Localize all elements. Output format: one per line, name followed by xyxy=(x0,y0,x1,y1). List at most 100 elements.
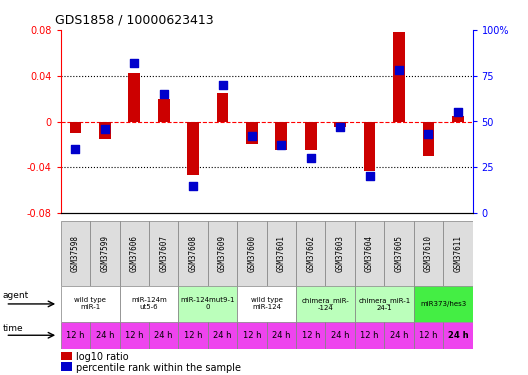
Bar xyxy=(149,220,178,286)
Text: GDS1858 / 10000623413: GDS1858 / 10000623413 xyxy=(55,13,214,26)
Text: GSM37598: GSM37598 xyxy=(71,235,80,272)
Point xyxy=(424,131,432,137)
Text: GSM37610: GSM37610 xyxy=(424,235,433,272)
Bar xyxy=(70,122,81,133)
Bar xyxy=(208,220,237,286)
Bar xyxy=(296,322,325,349)
Bar xyxy=(216,93,229,122)
Bar xyxy=(296,286,355,322)
Text: 24 h: 24 h xyxy=(390,331,408,340)
Bar xyxy=(355,220,384,286)
Bar xyxy=(158,99,169,122)
Text: 12 h: 12 h xyxy=(301,331,320,340)
Bar xyxy=(119,322,149,349)
Bar xyxy=(61,286,119,322)
Text: 12 h: 12 h xyxy=(125,331,144,340)
Point xyxy=(130,60,138,66)
Point xyxy=(307,155,315,161)
Text: GSM37606: GSM37606 xyxy=(130,235,139,272)
Bar xyxy=(149,322,178,349)
Text: GSM37609: GSM37609 xyxy=(218,235,227,272)
Bar xyxy=(355,286,414,322)
Text: miR-124mut9-1
0: miR-124mut9-1 0 xyxy=(181,297,235,310)
Bar xyxy=(422,122,435,156)
Bar xyxy=(296,220,325,286)
Point xyxy=(277,142,286,148)
Bar xyxy=(355,322,384,349)
Bar xyxy=(237,322,267,349)
Text: 24 h: 24 h xyxy=(213,331,232,340)
Text: time: time xyxy=(3,324,23,333)
Text: GSM37601: GSM37601 xyxy=(277,235,286,272)
Bar xyxy=(267,322,296,349)
Bar xyxy=(414,286,473,322)
Text: GSM37611: GSM37611 xyxy=(454,235,463,272)
Point xyxy=(189,183,197,189)
Text: miR-124m
ut5-6: miR-124m ut5-6 xyxy=(131,297,167,310)
Text: 12 h: 12 h xyxy=(360,331,379,340)
Text: GSM37603: GSM37603 xyxy=(336,235,345,272)
Point xyxy=(395,67,403,73)
Point xyxy=(454,110,462,116)
Bar xyxy=(178,322,208,349)
Text: chimera_miR-
-124: chimera_miR- -124 xyxy=(301,297,350,311)
Bar xyxy=(128,74,140,122)
Text: 24 h: 24 h xyxy=(272,331,290,340)
Text: wild type
miR-124: wild type miR-124 xyxy=(251,297,282,310)
Bar xyxy=(119,220,149,286)
Point xyxy=(101,126,109,132)
Bar xyxy=(443,220,473,286)
Point xyxy=(365,173,374,179)
Bar xyxy=(384,220,414,286)
Text: percentile rank within the sample: percentile rank within the sample xyxy=(76,363,241,373)
Text: GSM37600: GSM37600 xyxy=(248,235,257,272)
Point xyxy=(336,124,344,130)
Text: log10 ratio: log10 ratio xyxy=(76,352,128,362)
Text: 12 h: 12 h xyxy=(419,331,438,340)
Point xyxy=(159,91,168,97)
Bar xyxy=(90,322,119,349)
Text: 12 h: 12 h xyxy=(66,331,84,340)
Bar xyxy=(276,122,287,150)
Bar xyxy=(393,32,405,122)
Bar xyxy=(119,286,178,322)
Text: wild type
miR-1: wild type miR-1 xyxy=(74,297,106,310)
Text: chimera_miR-1
24-1: chimera_miR-1 24-1 xyxy=(358,297,410,311)
Text: 12 h: 12 h xyxy=(243,331,261,340)
Point xyxy=(71,146,80,152)
Bar xyxy=(237,286,296,322)
Bar xyxy=(305,122,317,150)
Bar xyxy=(364,122,375,171)
Bar xyxy=(443,322,473,349)
Bar xyxy=(61,220,90,286)
Bar xyxy=(178,286,237,322)
Bar xyxy=(452,116,464,122)
Bar xyxy=(334,122,346,127)
Text: GSM37599: GSM37599 xyxy=(100,235,109,272)
Bar xyxy=(267,220,296,286)
Bar xyxy=(414,220,443,286)
Text: agent: agent xyxy=(3,291,29,300)
Text: 24 h: 24 h xyxy=(331,331,350,340)
Text: miR373/hes3: miR373/hes3 xyxy=(420,301,466,307)
Bar xyxy=(99,122,111,139)
Bar xyxy=(208,322,237,349)
Bar xyxy=(61,322,90,349)
Text: GSM37602: GSM37602 xyxy=(306,235,315,272)
Bar xyxy=(90,220,119,286)
Point xyxy=(248,133,256,139)
Bar xyxy=(187,122,199,175)
Bar xyxy=(384,322,414,349)
Bar xyxy=(246,122,258,144)
Bar xyxy=(178,220,208,286)
Point xyxy=(218,82,227,88)
Text: GSM37604: GSM37604 xyxy=(365,235,374,272)
Text: 12 h: 12 h xyxy=(184,331,202,340)
Bar xyxy=(325,220,355,286)
Text: 24 h: 24 h xyxy=(154,331,173,340)
Text: 24 h: 24 h xyxy=(96,331,114,340)
Text: GSM37605: GSM37605 xyxy=(394,235,403,272)
Bar xyxy=(414,322,443,349)
Text: GSM37608: GSM37608 xyxy=(188,235,197,272)
Text: GSM37607: GSM37607 xyxy=(159,235,168,272)
